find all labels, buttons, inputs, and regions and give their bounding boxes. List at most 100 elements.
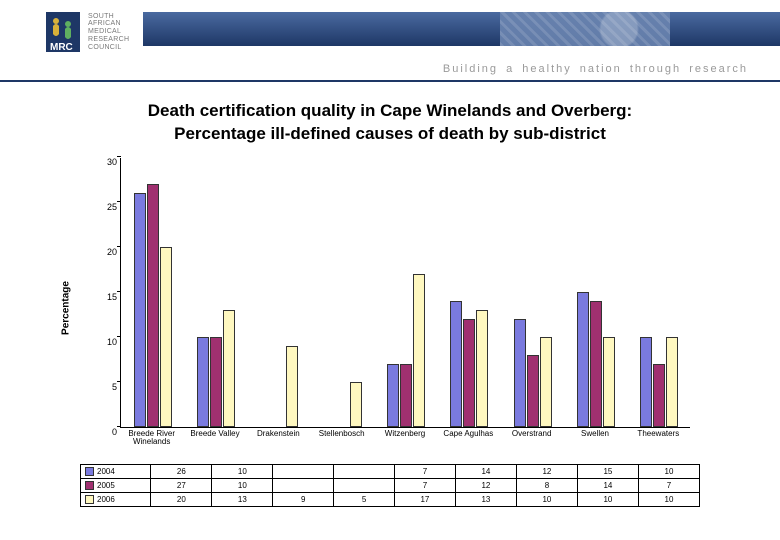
table-cell: 12: [455, 478, 516, 492]
table-cell: 7: [394, 478, 455, 492]
bar: [653, 364, 665, 427]
x-category-label: Cape Agulhas: [443, 430, 493, 438]
y-tick-mark: [117, 156, 121, 157]
bar: [147, 184, 159, 427]
bar: [463, 319, 475, 427]
table-cell: 9: [273, 492, 334, 506]
x-category-label: Swellen: [581, 430, 609, 438]
logo-org-text: SOUTH AFRICAN MEDICAL RESEARCH COUNCIL: [88, 13, 129, 51]
bar-group: [134, 184, 172, 427]
bar: [590, 301, 602, 427]
y-tick-mark: [117, 291, 121, 292]
series-name: 2005: [97, 481, 115, 490]
bar: [223, 310, 235, 427]
table-cell: 10: [212, 478, 273, 492]
y-tick-label: 25: [93, 202, 117, 212]
bar: [476, 310, 488, 427]
table-cell: 20: [151, 492, 212, 506]
table-row: 20042610714121510: [81, 464, 700, 478]
x-category-label: Witzenberg: [385, 430, 425, 438]
bar: [413, 274, 425, 427]
bar: [286, 346, 298, 427]
table-row: 200527107128147: [81, 478, 700, 492]
legend-swatch-icon: [85, 467, 94, 476]
table-cell: 13: [455, 492, 516, 506]
bar: [387, 364, 399, 427]
table-cell: 10: [638, 464, 699, 478]
table-cell: 7: [638, 478, 699, 492]
tagline-text: Building a healthy nation through resear…: [443, 63, 748, 75]
table-row: 20062013951713101010: [81, 492, 700, 506]
bar: [350, 382, 362, 427]
x-category-label: Overstrand: [512, 430, 552, 438]
series-name: 2004: [97, 467, 115, 476]
bar: [514, 319, 526, 427]
bar: [197, 337, 209, 427]
table-cell: 15: [577, 464, 638, 478]
table-cell: 7: [394, 464, 455, 478]
table-cell: 27: [151, 478, 212, 492]
table-cell: 8: [516, 478, 577, 492]
table-cell: 12: [516, 464, 577, 478]
table-cell: 10: [212, 464, 273, 478]
x-category-label: Stellenbosch: [319, 430, 365, 438]
bar: [577, 292, 589, 427]
y-tick-label: 15: [93, 292, 117, 302]
data-table: 2004261071412151020052710712814720062013…: [80, 464, 700, 507]
table-cell: 5: [334, 492, 395, 506]
series-legend-cell: 2005: [81, 478, 151, 492]
x-category-label: Breede Valley: [190, 430, 239, 438]
plot-region: 051015202530: [120, 158, 690, 428]
bar: [527, 355, 539, 427]
x-category-label: Breede RiverWinelands: [128, 430, 175, 447]
table-cell: 13: [212, 492, 273, 506]
chart-area: Percentage 051015202530 Breede RiverWine…: [80, 158, 700, 458]
logo-block: MRC SOUTH AFRICAN MEDICAL RESEARCH COUNC…: [0, 0, 143, 58]
table-cell: [334, 464, 395, 478]
bar: [210, 337, 222, 427]
bar-group: [197, 310, 235, 427]
slide-title: Death certification quality in Cape Wine…: [40, 100, 740, 146]
y-tick-mark: [117, 201, 121, 202]
y-tick-mark: [117, 336, 121, 337]
bar: [400, 364, 412, 427]
mrc-logo-icon: MRC: [46, 12, 80, 52]
bar: [134, 193, 146, 427]
bar: [666, 337, 678, 427]
y-tick-label: 10: [93, 337, 117, 347]
table-cell: 14: [455, 464, 516, 478]
bar-group: [260, 346, 298, 427]
bar: [540, 337, 552, 427]
table-cell: 14: [577, 478, 638, 492]
series-name: 2006: [97, 495, 115, 504]
table-cell: 10: [638, 492, 699, 506]
y-axis-label: Percentage: [61, 281, 72, 335]
y-tick-mark: [117, 246, 121, 247]
bar-group: [640, 337, 678, 427]
bar-group: [514, 319, 552, 427]
series-legend-cell: 2004: [81, 464, 151, 478]
y-tick-label: 0: [93, 427, 117, 437]
series-legend-cell: 2006: [81, 492, 151, 506]
y-tick-mark: [117, 381, 121, 382]
y-tick-label: 30: [93, 157, 117, 167]
x-axis-labels: Breede RiverWinelands Breede Valley Draken…: [120, 430, 690, 448]
title-line-1: Death certification quality in Cape Wine…: [148, 101, 632, 120]
bar: [603, 337, 615, 427]
table-cell: 17: [394, 492, 455, 506]
legend-swatch-icon: [85, 495, 94, 504]
x-category-label: Theewaters: [637, 430, 679, 438]
table-cell: [273, 478, 334, 492]
header-band: MRC SOUTH AFRICAN MEDICAL RESEARCH COUNC…: [0, 0, 780, 58]
header-decoration: [500, 12, 670, 46]
bar: [160, 247, 172, 427]
bar: [640, 337, 652, 427]
y-tick-label: 5: [93, 382, 117, 392]
table-cell: [334, 478, 395, 492]
bar-group: [387, 274, 425, 427]
title-line-2: Percentage ill-defined causes of death b…: [174, 124, 606, 143]
x-category-label: Drakenstein: [257, 430, 300, 438]
y-tick-mark: [117, 426, 121, 427]
bar-group: [577, 292, 615, 427]
table-cell: 10: [516, 492, 577, 506]
